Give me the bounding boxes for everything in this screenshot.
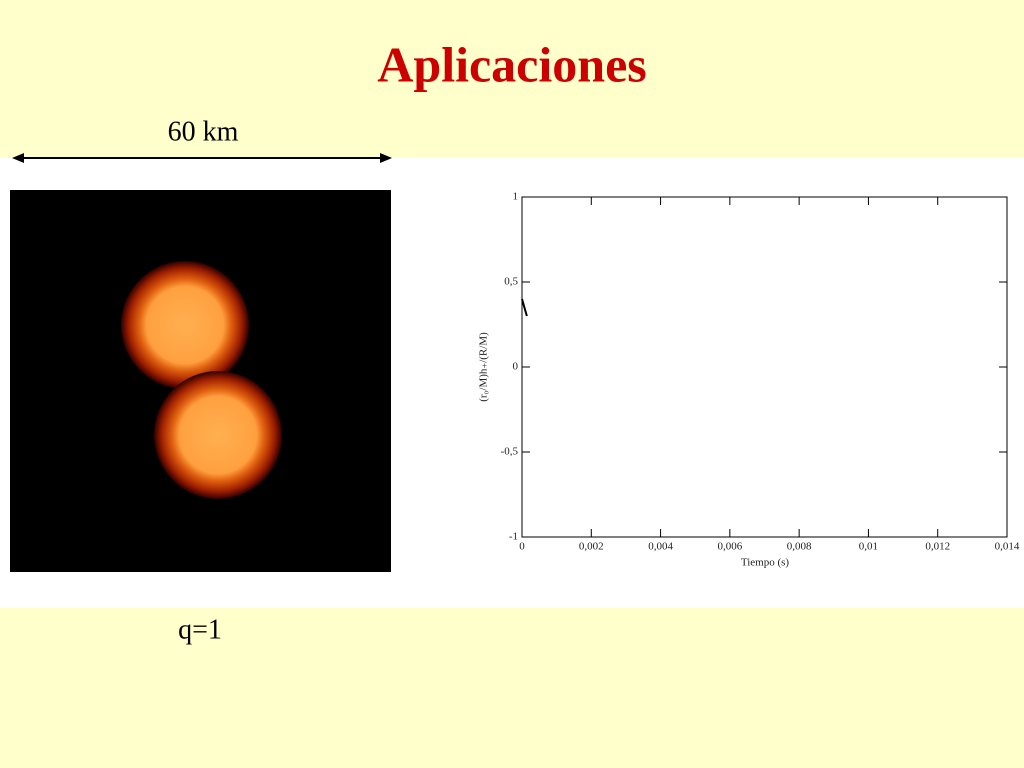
y-tick-label: 0 <box>513 361 519 373</box>
y-tick-label: 1 <box>513 191 519 203</box>
x-tick-label: 0,012 <box>925 541 950 553</box>
y-axis-label: (r₀/M)h₊/(R/M) <box>478 332 490 402</box>
x-tick-label: 0,006 <box>717 541 742 553</box>
x-tick-label: 0,01 <box>859 541 878 553</box>
caption: q=1 <box>178 614 222 645</box>
y-tick-label: -1 <box>509 531 518 543</box>
scale-arrow <box>12 153 392 163</box>
slide-title: Aplicaciones <box>377 36 646 92</box>
x-axis-label: Tiempo (s) <box>741 557 790 569</box>
star <box>121 261 249 389</box>
star <box>154 371 282 499</box>
x-tick-label: 0,004 <box>648 541 673 553</box>
y-tick-label: 0,5 <box>504 276 518 288</box>
x-tick-label: 0 <box>519 541 525 553</box>
data-line <box>521 298 528 317</box>
scale-label: 60 km <box>168 116 239 147</box>
x-tick-label: 0,002 <box>579 541 604 553</box>
y-tick-label: -0,5 <box>501 446 519 458</box>
x-tick-label: 0,008 <box>787 541 812 553</box>
x-tick-label: 0,014 <box>995 541 1020 553</box>
